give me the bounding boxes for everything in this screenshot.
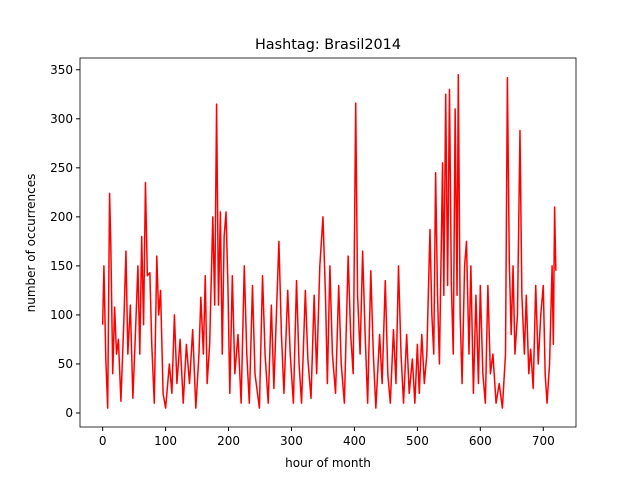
y-tick-label: 250	[50, 161, 73, 175]
chart-title: Hashtag: Brasil2014	[255, 37, 401, 53]
x-axis-label: hour of month	[285, 456, 371, 470]
x-tick-label: 200	[217, 434, 240, 448]
x-tick-label: 0	[99, 434, 107, 448]
y-tick-label: 300	[50, 112, 73, 126]
y-tick-label: 150	[50, 259, 73, 273]
y-tick-label: 350	[50, 63, 73, 77]
x-tick-label: 400	[343, 434, 366, 448]
x-tick-label: 600	[469, 434, 492, 448]
x-tick-label: 100	[154, 434, 177, 448]
data-line	[101, 73, 557, 409]
y-tick-label: 0	[65, 406, 73, 420]
y-tick-label: 50	[58, 357, 73, 371]
y-tick-label: 200	[50, 210, 73, 224]
y-tick-label: 100	[50, 308, 73, 322]
y-axis-label: number of occurrences	[24, 174, 38, 313]
x-tick-label: 700	[532, 434, 555, 448]
plot-frame	[79, 57, 577, 428]
x-tick-label: 300	[280, 434, 303, 448]
x-tick-label: 500	[406, 434, 429, 448]
